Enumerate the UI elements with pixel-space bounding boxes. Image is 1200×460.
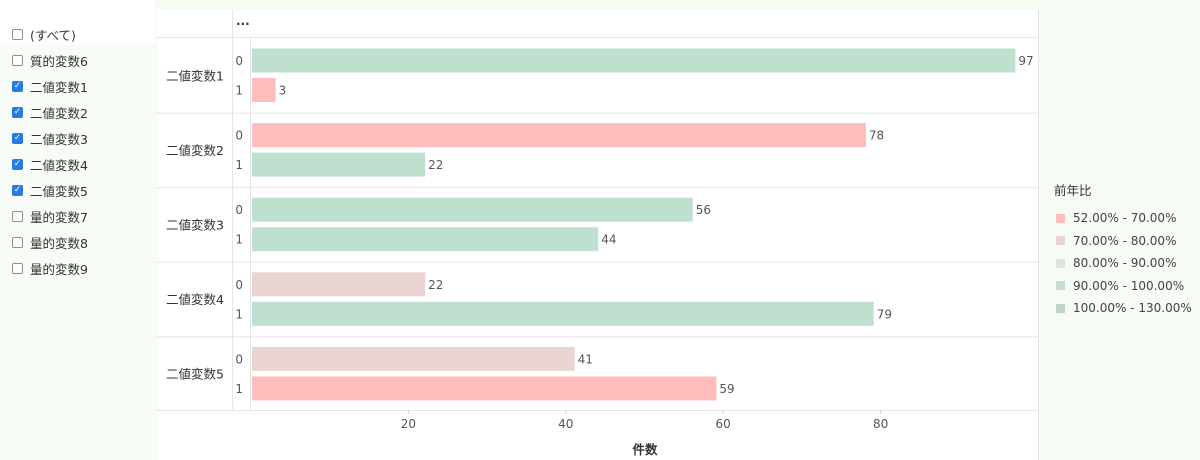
filter-item[interactable]: ✓ 二値変数4 bbox=[12, 154, 88, 174]
checkbox-checked-icon[interactable]: ✓ bbox=[12, 80, 23, 92]
filter-item-label: (すべて) bbox=[30, 27, 76, 43]
filter-item-label: 二値変数3 bbox=[30, 131, 88, 147]
bar[interactable] bbox=[252, 227, 599, 252]
legend-swatch bbox=[1056, 213, 1065, 223]
bar[interactable] bbox=[252, 376, 717, 401]
x-axis: 20 40 60 80 bbox=[401, 410, 888, 431]
filter-panel: (すべて) 質的変数6 ✓ 二値変数1 ✓ 二値変数2 ✓ 二値変数3 ✓ 二値変数4 ✓ 二値変数5… bbox=[0, 0, 155, 460]
filter-item[interactable]: ✓ 二値変数2 bbox=[12, 102, 88, 122]
bar-value-label: 22 bbox=[428, 278, 443, 292]
bar-value-label: 22 bbox=[428, 158, 443, 172]
category-label: 1 bbox=[235, 382, 243, 396]
bar[interactable] bbox=[252, 301, 874, 326]
legend-item-label: 100.00% - 130.00% bbox=[1073, 301, 1192, 316]
more-menu-button[interactable]: ... bbox=[236, 14, 250, 28]
x-tick-label: 20 bbox=[401, 417, 416, 431]
group-label: 二値変数5 bbox=[166, 367, 224, 382]
checkbox-checked-icon[interactable]: ✓ bbox=[12, 158, 23, 170]
checkbox-unchecked-icon[interactable] bbox=[12, 54, 23, 66]
chart-rows: 二値変数1 0 97 1 3 二値変数2 0 78 1 22 二値変数3 0 56 1 44 二値変数4 0 22… bbox=[157, 48, 1039, 401]
x-tick-label: 80 bbox=[873, 417, 888, 431]
legend-swatch bbox=[1056, 258, 1065, 268]
legend-items: 52.00% - 70.00% 70.00% - 80.00% 80.00% - 9… bbox=[1045, 207, 1195, 320]
group-label: 二値変数1 bbox=[166, 68, 224, 83]
filter-item[interactable]: 量的変数7 bbox=[12, 206, 88, 226]
legend-item-label: 90.00% - 100.00% bbox=[1073, 278, 1185, 293]
legend-item: 52.00% - 70.00% bbox=[1045, 207, 1195, 230]
group-label: 二値変数2 bbox=[166, 143, 224, 158]
bar-value-label: 59 bbox=[719, 382, 734, 396]
filter-item[interactable]: (すべて) bbox=[12, 24, 76, 44]
color-legend: 前年比 52.00% - 70.00% 70.00% - 80.00% 80.00%… bbox=[1045, 180, 1195, 320]
filter-item[interactable]: ✓ 二値変数3 bbox=[12, 128, 88, 148]
legend-item: 90.00% - 100.00% bbox=[1045, 275, 1195, 298]
filter-item-label: 量的変数8 bbox=[30, 235, 88, 251]
checkbox-unchecked-icon[interactable] bbox=[12, 28, 23, 40]
bar[interactable] bbox=[252, 48, 1016, 73]
bar[interactable] bbox=[252, 272, 426, 297]
bar[interactable] bbox=[252, 346, 575, 371]
bar-value-label: 56 bbox=[696, 203, 711, 217]
filter-item[interactable]: 質的変数6 bbox=[12, 50, 88, 70]
category-label: 1 bbox=[235, 84, 243, 98]
legend-item-label: 52.00% - 70.00% bbox=[1073, 211, 1177, 226]
filter-item-label: 量的変数7 bbox=[30, 209, 88, 225]
category-label: 0 bbox=[235, 129, 243, 143]
legend-item: 70.00% - 80.00% bbox=[1045, 230, 1195, 253]
filter-item[interactable]: ✓ 二値変数1 bbox=[12, 76, 88, 96]
filter-item[interactable]: 量的変数8 bbox=[12, 232, 88, 252]
category-label: 0 bbox=[235, 54, 243, 68]
checkbox-checked-icon[interactable]: ✓ bbox=[12, 106, 23, 118]
bar[interactable] bbox=[252, 152, 426, 177]
filter-item[interactable]: 量的変数9 bbox=[12, 258, 88, 278]
checkbox-unchecked-icon[interactable] bbox=[12, 236, 23, 248]
legend-title: 前年比 bbox=[1054, 183, 1092, 198]
bar-value-label: 78 bbox=[869, 129, 884, 143]
category-label: 1 bbox=[235, 307, 243, 321]
filter-item-label: 二値変数5 bbox=[30, 183, 88, 199]
checkbox-unchecked-icon[interactable] bbox=[12, 210, 23, 222]
legend-swatch bbox=[1056, 303, 1065, 313]
x-tick-label: 40 bbox=[558, 417, 573, 431]
legend-item-label: 80.00% - 90.00% bbox=[1073, 256, 1177, 271]
group-label: 二値変数4 bbox=[166, 292, 224, 307]
bar-value-label: 97 bbox=[1018, 54, 1033, 68]
bar[interactable] bbox=[252, 78, 276, 102]
x-axis-title: 件数 bbox=[632, 442, 658, 457]
filter-item-label: 量的変数9 bbox=[30, 261, 88, 277]
bar-value-label: 41 bbox=[578, 352, 593, 366]
checkbox-checked-icon[interactable]: ✓ bbox=[12, 184, 23, 196]
checkbox-unchecked-icon[interactable] bbox=[12, 262, 23, 274]
bar-value-label: 44 bbox=[601, 233, 616, 247]
category-label: 1 bbox=[235, 233, 243, 247]
legend-item: 80.00% - 90.00% bbox=[1045, 252, 1195, 275]
category-label: 0 bbox=[235, 352, 243, 366]
legend-swatch bbox=[1056, 236, 1065, 246]
group-label: 二値変数3 bbox=[166, 218, 224, 233]
category-label: 1 bbox=[235, 158, 243, 172]
filter-header-area bbox=[0, 0, 155, 44]
filter-item-label: 二値変数2 bbox=[30, 105, 88, 121]
bar[interactable] bbox=[252, 197, 693, 222]
filter-item-label: 二値変数4 bbox=[30, 157, 88, 173]
filter-item[interactable]: ✓ 二値変数5 bbox=[12, 180, 88, 200]
bar-value-label: 3 bbox=[279, 84, 287, 98]
checkbox-checked-icon[interactable]: ✓ bbox=[12, 132, 23, 144]
legend-swatch bbox=[1056, 281, 1065, 291]
legend-item-label: 70.00% - 80.00% bbox=[1073, 233, 1177, 248]
legend-item: 100.00% - 130.00% bbox=[1045, 297, 1195, 320]
bar[interactable] bbox=[252, 123, 866, 148]
x-tick-label: 60 bbox=[716, 417, 731, 431]
filter-item-label: 二値変数1 bbox=[30, 79, 88, 95]
filter-item-label: 質的変数6 bbox=[30, 53, 88, 69]
category-label: 0 bbox=[235, 278, 243, 292]
category-label: 0 bbox=[235, 203, 243, 217]
bar-value-label: 79 bbox=[877, 307, 892, 321]
